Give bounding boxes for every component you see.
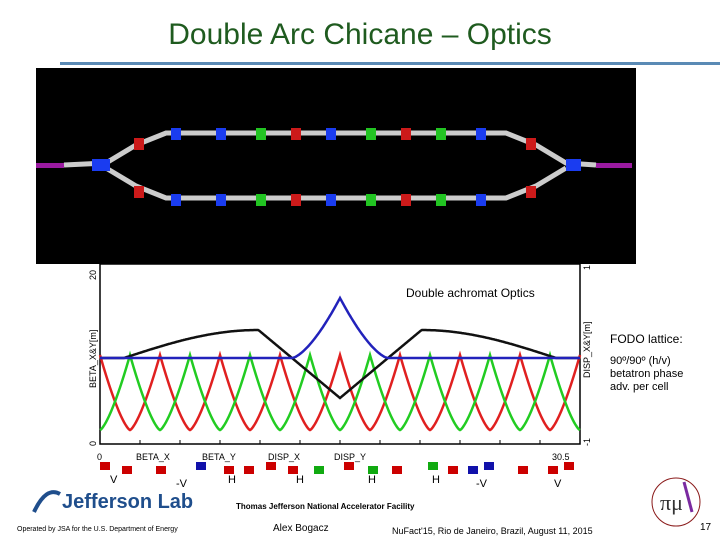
magnet [366,194,376,206]
fodo-title: FODO lattice: [610,332,683,346]
magnet [256,194,266,206]
lattice-element-marker [314,466,324,474]
lattice-element-marker [484,462,494,470]
lattice-element-marker [468,466,478,474]
fodo-line-1: 90º/90º (h/v) [610,355,671,367]
event-info: NuFact'15, Rio de Janeiro, Brazil, Augus… [392,526,593,536]
slide-title: Double Arc Chicane – Optics [168,18,552,51]
speaker-name: Alex Bogacz [273,523,329,534]
exit-pipe [596,163,632,168]
legend-beta-y: BETA_Y [202,452,236,462]
right-axis-top: 1 [582,265,592,270]
magnet [571,159,581,171]
magnet [171,194,181,206]
fodo-line-3: adv. per cell [610,381,669,393]
jlab-mark-icon [32,490,61,513]
magnet [256,128,266,140]
lattice-element-marker [448,466,458,474]
lattice-element-marker [548,466,558,474]
beta-x-curve [98,350,582,432]
lattice-element-marker [196,462,206,470]
x-axis-start: 0 [97,452,102,462]
lattice-element-marker [244,466,254,474]
lattice-element-marker [122,466,132,474]
magnet [401,128,411,140]
magnet [216,128,226,140]
lattice-element-marker [288,466,298,474]
marker-label: -V [176,478,187,490]
magnet [134,138,144,150]
magnet [476,128,486,140]
beta-y-curve [99,350,581,432]
fodo-description: 90º/90º (h/v) betatron phase adv. per ce… [610,355,715,394]
marker-label: H [296,474,304,486]
lattice-element-marker [224,466,234,474]
magnet [526,186,536,198]
right-axis-label: DISP_X&Y[m] [582,321,592,378]
muon-logo-icon: πμ [651,477,701,527]
facility-name: Thomas Jefferson National Accelerator Fa… [236,502,415,511]
disp-x-curve [100,328,580,400]
entry-pipe [36,163,64,168]
magnet [291,128,301,140]
lattice-element-marker [100,462,110,470]
magnet [326,194,336,206]
lattice-element-marker [156,466,166,474]
legend-disp-y: DISP_Y [334,452,366,462]
title-divider [60,62,720,65]
lattice-element-marker [368,466,378,474]
lattice-element-marker [428,462,438,470]
x-axis-end: 30.5 [552,452,570,462]
left-axis-label: BETA_X&Y[m] [88,330,98,388]
right-axis-bottom: -1 [582,438,592,446]
lattice-element-marker [518,466,528,474]
left-axis-top: 20 [88,270,98,280]
magnet [436,194,446,206]
marker-label: H [432,474,440,486]
magnet [436,128,446,140]
lattice-element-marker [344,462,354,470]
operated-by: Operated by JSA for the U.S. Department … [17,526,178,533]
legend-beta-x: BETA_X [136,452,170,462]
magnet [401,194,411,206]
magnet [526,138,536,150]
marker-label: -V [476,478,487,490]
legend-disp-x: DISP_X [268,452,300,462]
fodo-line-2: betatron phase [610,368,684,380]
left-axis-bottom: 0 [88,441,98,446]
marker-label: H [228,474,236,486]
jefferson-lab-logo: Jefferson Lab [32,490,193,514]
magnet [171,128,181,140]
magnet [291,194,301,206]
beamline-rendering [36,68,636,264]
magnet [476,194,486,206]
lattice-element-marker [266,462,276,470]
disp-y-curve [100,295,580,360]
logo-text: Jefferson Lab [62,490,194,513]
magnet [326,128,336,140]
marker-label: H [368,474,376,486]
magnet [366,128,376,140]
marker-label: V [554,478,562,490]
beamline-drawing [36,128,632,206]
lattice-element-marker [392,466,402,474]
magnet [216,194,226,206]
magnet [92,159,102,171]
svg-text:πμ: πμ [660,490,683,515]
muon-accelerator-logo: πμ [648,472,704,537]
magnet [100,159,110,171]
lattice-element-marker [564,462,574,470]
magnet [134,186,144,198]
marker-label: V [110,474,118,486]
page-number: 17 [700,522,712,533]
plot-annotation: Double achromat Optics [406,286,535,300]
